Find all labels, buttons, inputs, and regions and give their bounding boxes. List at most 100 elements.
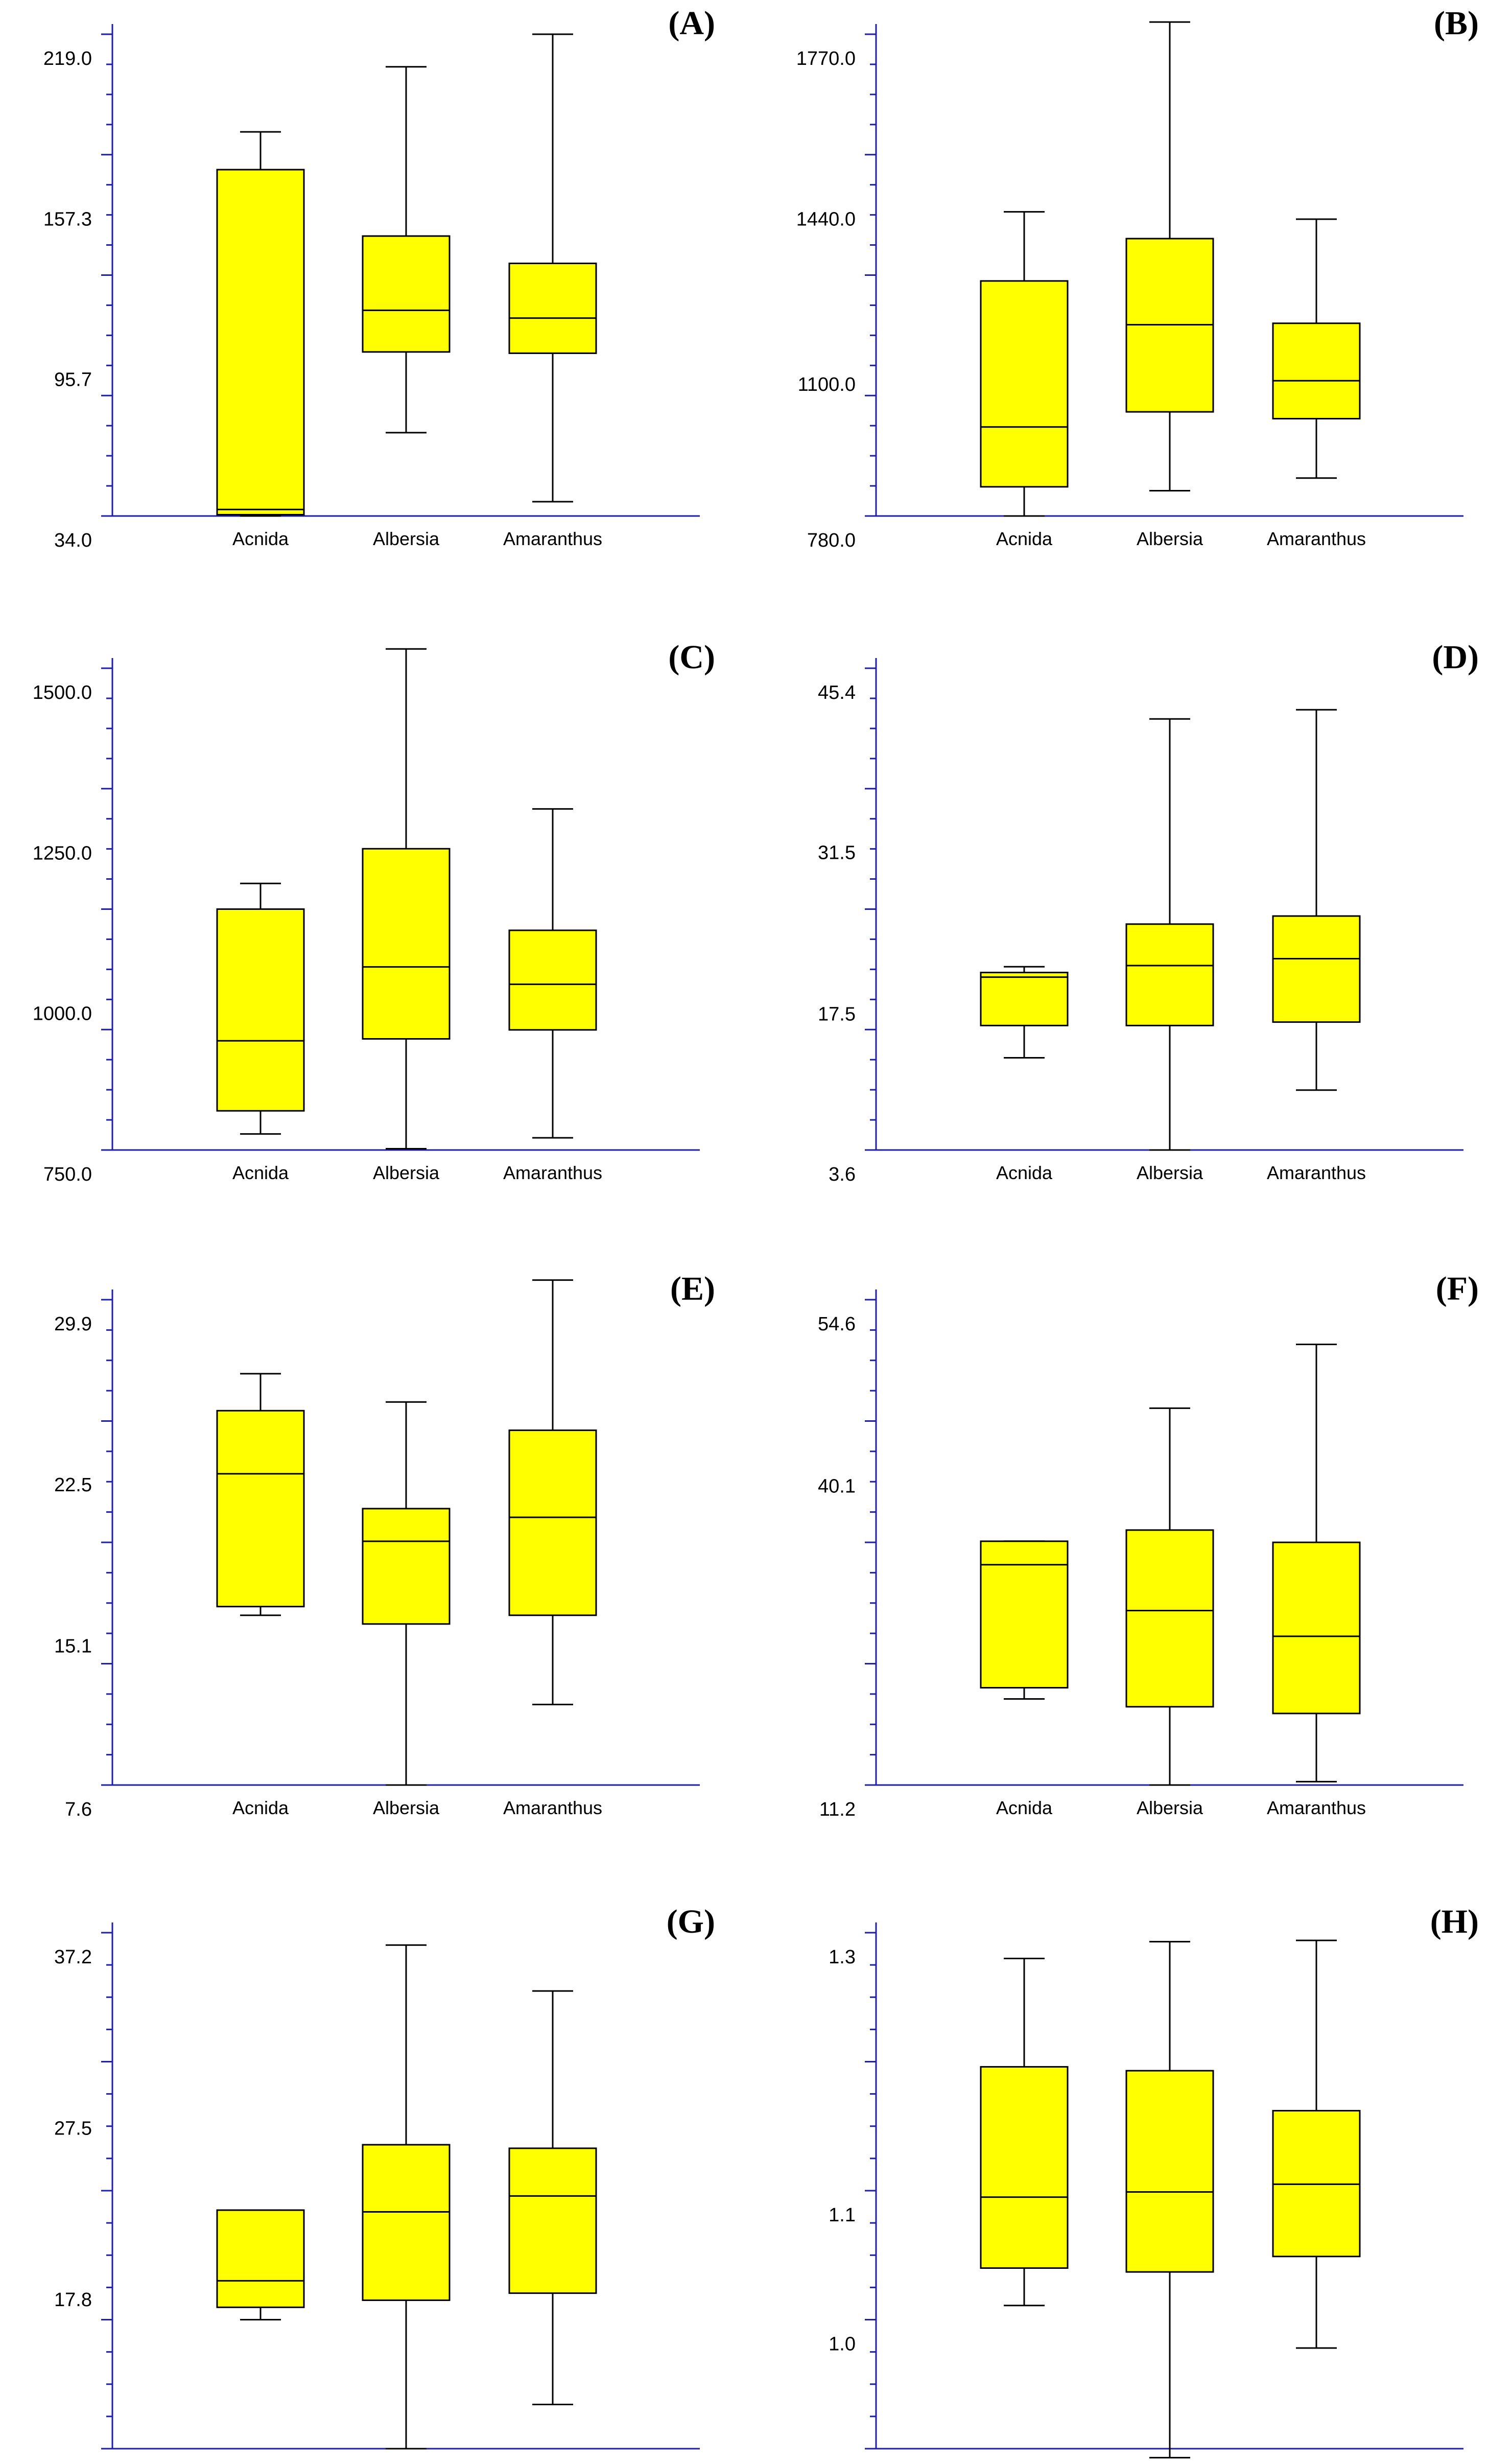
y-tick-label: 27.5: [54, 2118, 92, 2140]
iqr-box: [980, 1540, 1069, 1689]
box-amaranthus: [508, 33, 597, 503]
iqr-box: [508, 929, 597, 1031]
y-tick-label: 750.0: [43, 1164, 92, 1185]
box-albersia: [362, 66, 451, 434]
category-label-albersia: Albersia: [373, 1162, 440, 1183]
iqr-box: [1272, 915, 1361, 1023]
y-tick-label: 219.0: [43, 48, 92, 69]
category-label-albersia: Albersia: [1137, 528, 1203, 549]
y-tick-label: 45.4: [818, 682, 856, 703]
category-label-acnida: Acnida: [996, 528, 1053, 549]
y-tick-label: 17.8: [54, 2289, 92, 2311]
iqr-box: [362, 235, 451, 353]
y-tick-label: 7.6: [65, 1799, 92, 1820]
category-label-amaranthus: Amaranthus: [1267, 1797, 1366, 1818]
category-label-acnida: Acnida: [232, 1797, 289, 1818]
iqr-box: [508, 263, 597, 354]
category-label-acnida: Acnida: [232, 528, 289, 549]
panel-label: (H): [1430, 1903, 1479, 1940]
box-amaranthus: [508, 1279, 597, 1705]
y-tick-label: 1.3: [829, 1946, 856, 1968]
category-label-amaranthus: Amaranthus: [503, 1797, 602, 1818]
panel-label: (E): [670, 1270, 715, 1307]
box-amaranthus: [1272, 1939, 1361, 2349]
box-albersia: [1125, 1941, 1214, 2459]
y-tick-label: 34.0: [54, 530, 92, 551]
category-label-amaranthus: Amaranthus: [503, 2461, 602, 2464]
box-acnida: [216, 882, 305, 1135]
y-tick-label: 1000.0: [33, 1003, 92, 1025]
category-label-albersia: Albersia: [1137, 1797, 1203, 1818]
y-tick-label: 31.5: [818, 842, 856, 864]
iqr-box: [508, 1429, 597, 1616]
iqr-box: [362, 2144, 451, 2301]
iqr-box: [980, 972, 1069, 1026]
category-label-albersia: Albersia: [1137, 1162, 1203, 1183]
panel-label: (C): [668, 639, 715, 676]
category-label-amaranthus: Amaranthus: [503, 528, 602, 549]
iqr-box: [1272, 1541, 1361, 1715]
category-label-amaranthus: Amaranthus: [503, 1162, 602, 1183]
box-amaranthus: [1272, 218, 1361, 479]
box-acnida: [980, 211, 1069, 517]
panel-e: 29.9 22.5 15.1 7.6 Acnida Albersia Amaranthus (…: [54, 1270, 715, 1820]
category-label-acnida: Acnida: [996, 2461, 1053, 2464]
box-albersia: [1125, 1407, 1214, 1786]
y-tick-label: 15.1: [54, 1635, 92, 1657]
box-albersia: [362, 648, 451, 1149]
y-tick-label: 1500.0: [33, 682, 92, 703]
category-label-acnida: Acnida: [996, 1797, 1053, 1818]
iqr-box: [216, 1410, 305, 1608]
category-label-amaranthus: Amaranthus: [1267, 528, 1366, 549]
category-label-amaranthus: Amaranthus: [1267, 1162, 1366, 1183]
box-amaranthus: [508, 1990, 597, 2406]
category-label-albersia: Albersia: [373, 2461, 440, 2464]
panel-d: 45.4 31.5 17.5 3.6 Acnida Albersia Amaranthus (…: [818, 639, 1479, 1185]
iqr-box: [508, 2147, 597, 2294]
panel-b: 1770.0 1440.0 1100.0 780.0 Acnida Albersia Ama…: [796, 5, 1479, 551]
box-acnida: [216, 1373, 305, 1616]
iqr-box: [1125, 1529, 1214, 1708]
y-tick-label: 3.6: [829, 1164, 856, 1185]
iqr-box: [1272, 322, 1361, 419]
y-tick-label: 29.9: [54, 1313, 92, 1335]
panel-label: (F): [1436, 1270, 1479, 1307]
y-tick-label: 1.0: [829, 2334, 856, 2355]
box-amaranthus: [508, 808, 597, 1139]
y-tick-label: 1440.0: [796, 208, 856, 230]
box-acnida: [980, 966, 1069, 1059]
box-albersia: [1125, 718, 1214, 1151]
category-label-albersia: Albersia: [373, 1797, 440, 1818]
box-acnida: [216, 2209, 305, 2320]
iqr-box: [216, 169, 305, 515]
box-acnida: [980, 1540, 1069, 1700]
panel-g: 37.2 27.5 17.8 8.0 Acnida Albersia Amaranthus (…: [54, 1903, 715, 2464]
y-tick-label: 1100.0: [798, 374, 856, 395]
y-tick-label: 1770.0: [796, 48, 856, 69]
y-tick-label: 8.0: [65, 2462, 92, 2464]
box-albersia: [362, 1401, 451, 1786]
box-acnida: [216, 131, 305, 517]
iqr-box: [362, 1508, 451, 1625]
category-label-amaranthus: Amaranthus: [1267, 2461, 1366, 2464]
panel-label: (D): [1432, 639, 1479, 676]
iqr-box: [980, 2066, 1069, 2269]
category-label-acnida: Acnida: [232, 2461, 289, 2464]
iqr-box: [1125, 2070, 1214, 2273]
panel-c: 1500.0 1250.0 1000.0 750.0 Acnida Albersia Ama…: [33, 639, 715, 1185]
box-albersia: [362, 1944, 451, 2450]
y-tick-label: 1250.0: [33, 842, 92, 864]
y-tick-label: 11.2: [819, 1799, 856, 1820]
box-amaranthus: [1272, 709, 1361, 1091]
y-tick-label: 37.2: [54, 1946, 92, 1968]
panel-h: 1.3 1.1 1.0 Acnida Albersia Amaranthus (H): [829, 1903, 1479, 2464]
category-label-albersia: Albersia: [373, 528, 440, 549]
category-label-acnida: Acnida: [232, 1162, 289, 1183]
iqr-box: [362, 848, 451, 1040]
y-tick-label: 1.1: [829, 2204, 856, 2226]
iqr-box: [216, 908, 305, 1112]
box-albersia: [1125, 21, 1214, 491]
box-acnida: [980, 1958, 1069, 2307]
iqr-box: [980, 280, 1069, 488]
y-tick-label: 22.5: [54, 1474, 92, 1496]
